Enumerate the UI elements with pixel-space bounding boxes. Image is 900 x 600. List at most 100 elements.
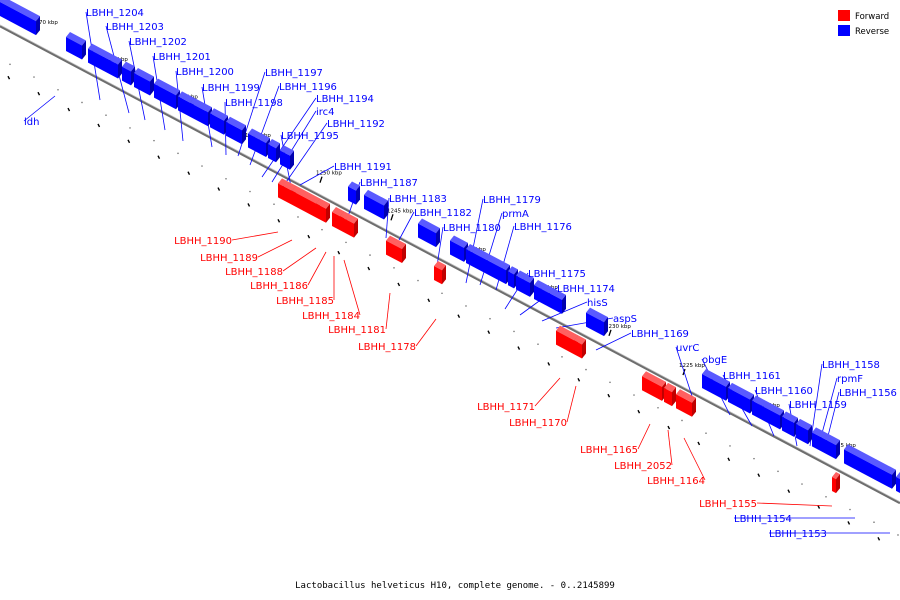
gene-label-irc4: irc4 xyxy=(316,107,335,118)
gene-label-LBHH_1176: LBHH_1176 xyxy=(514,222,572,233)
position-dot xyxy=(609,381,611,384)
gene-label-LBHH_1197: LBHH_1197 xyxy=(265,68,323,79)
legend-label-reverse: Reverse xyxy=(855,27,889,37)
gene-reverse-19 xyxy=(516,270,534,297)
gene-label-LBHH_1190-leader xyxy=(231,231,279,241)
gene-label-LBHH_1180: LBHH_1180 xyxy=(443,223,501,234)
kbp-tick-label: 1230 kbp xyxy=(605,324,631,330)
gene-label-LBHH_1191-leader xyxy=(299,165,335,186)
minor-tick xyxy=(817,505,821,509)
gene-label-LBHH_1196: LBHH_1196 xyxy=(279,82,337,93)
gene-label-LBHH_1188-leader xyxy=(282,247,317,272)
gene-label-LBHH_1204: LBHH_1204 xyxy=(86,8,144,19)
minor-tick xyxy=(697,441,701,446)
position-dot xyxy=(321,228,323,231)
position-dot xyxy=(33,76,35,78)
gene-label-LBHH_1195: LBHH_1195 xyxy=(281,131,339,142)
position-dot xyxy=(561,356,563,358)
position-dot xyxy=(753,457,755,460)
gene-label-LBHH_2052: LBHH_2052 xyxy=(614,461,672,472)
minor-tick xyxy=(127,139,131,144)
position-dot xyxy=(129,127,131,129)
gene-reverse-16 xyxy=(450,235,468,262)
gene-forward-8 xyxy=(574,335,586,359)
minor-tick xyxy=(667,425,671,430)
gene-label-LBHH_1165: LBHH_1165 xyxy=(580,445,638,456)
gene-reverse-15 xyxy=(418,218,440,248)
gene-label-LBHH_1203: LBHH_1203 xyxy=(106,22,164,33)
gene-label-hisS-leader xyxy=(541,301,588,322)
gene-label-LBHH_1180-leader xyxy=(436,226,444,267)
gene-label-LBHH_1189: LBHH_1189 xyxy=(200,253,258,264)
position-dot xyxy=(465,305,467,307)
gene-reverse-24 xyxy=(752,395,784,430)
position-dot xyxy=(249,190,251,193)
position-dot xyxy=(873,521,875,524)
gene-forward-6 xyxy=(434,261,446,285)
minor-tick xyxy=(337,250,341,255)
gene-reverse-27 xyxy=(812,427,840,460)
position-dot xyxy=(849,508,851,511)
minor-tick xyxy=(847,521,851,525)
gene-label-uvrC: uvrC xyxy=(676,343,699,354)
position-dot xyxy=(513,330,515,333)
minor-tick xyxy=(607,393,611,398)
gene-label-LBHH_1190: LBHH_1190 xyxy=(174,236,232,247)
minor-tick xyxy=(457,314,461,319)
kbp-tick-mark xyxy=(390,214,394,221)
gene-label-LBHH_1174: LBHH_1174 xyxy=(557,284,615,295)
gene-label-LBHH_1183: LBHH_1183 xyxy=(389,194,447,205)
position-dot xyxy=(633,394,635,396)
position-dot xyxy=(705,432,707,434)
gene-label-LBHH_1186-leader xyxy=(307,251,327,286)
gene-reverse-3 xyxy=(122,61,135,86)
gene-label-LBHH_1179-leader xyxy=(465,198,484,284)
map-caption: Lactobacillus helveticus H10, complete g… xyxy=(295,581,615,591)
gene-reverse-28 xyxy=(844,444,896,489)
position-dot xyxy=(681,419,683,422)
gene-label-LBHH_1184: LBHH_1184 xyxy=(302,311,360,322)
gene-reverse-25 xyxy=(782,411,798,437)
gene-label-LBHH_1184-leader xyxy=(343,259,361,316)
gene-label-LBHH_1185: LBHH_1185 xyxy=(276,296,334,307)
legend: Forward Reverse xyxy=(838,10,889,37)
gene-reverse-23 xyxy=(728,382,754,414)
kbp-tick-label: 1245 kbp xyxy=(387,208,413,214)
position-dots xyxy=(7,63,899,541)
gene-forward-12 xyxy=(832,471,840,494)
gene-label-LBHH_1155-leader xyxy=(756,502,833,507)
kbp-tick-label: 1225 kbp xyxy=(679,363,705,369)
gene-label-prmA-leader xyxy=(479,212,503,286)
gene-reverse-26 xyxy=(796,418,812,445)
gene-features xyxy=(0,0,900,494)
gene-label-LBHH_1158: LBHH_1158 xyxy=(822,360,880,371)
position-dot xyxy=(489,317,491,320)
minor-tick xyxy=(37,91,41,96)
kbp-tick-label: 1250 kbp xyxy=(316,171,342,177)
gene-label-LBHH_1198: LBHH_1198 xyxy=(225,98,283,109)
position-dot xyxy=(441,292,443,295)
gene-forward-9 xyxy=(642,371,666,401)
minor-tick xyxy=(187,171,191,175)
gene-label-LBHH_1194-leader xyxy=(261,97,317,178)
legend-swatch-reverse xyxy=(838,25,850,36)
minor-tick xyxy=(247,203,251,207)
gene-forward-4 xyxy=(340,211,358,238)
gene-reverse-4 xyxy=(134,68,154,96)
gene-label-LBHH_1178-leader xyxy=(415,318,437,347)
position-dot xyxy=(657,406,659,409)
gene-label-prmA: prmA xyxy=(502,209,529,220)
gene-label-LBHH_1164-leader xyxy=(683,437,706,481)
gene-label-LBHH_1171: LBHH_1171 xyxy=(477,402,535,413)
position-dot xyxy=(225,177,227,180)
position-dot xyxy=(393,267,395,269)
gene-reverse-7 xyxy=(190,97,212,127)
gene-reverse-14 xyxy=(364,189,388,220)
kbp-tick-mark xyxy=(319,176,323,183)
position-dot xyxy=(81,101,83,104)
position-dot xyxy=(897,534,899,536)
gene-reverse-20 xyxy=(534,280,566,314)
position-dot xyxy=(105,114,107,116)
gene-label-LBHH_1171-leader xyxy=(534,377,561,407)
